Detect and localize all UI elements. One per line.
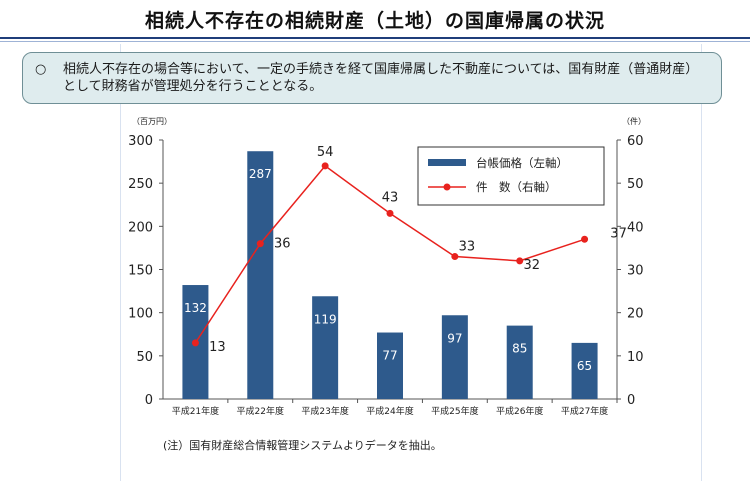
x-tick-label: 平成21年度: [172, 405, 219, 417]
x-tick-label: 平成22年度: [237, 405, 284, 417]
x-tick-label: 平成27年度: [561, 405, 608, 417]
title-divider: [0, 37, 750, 39]
bar-data-label: 97: [447, 331, 462, 345]
note-box: ○ 相続人不存在の場合等において、一定の手続きを経て国庫帰属した不動産については…: [22, 52, 722, 104]
title-divider-thin: [0, 41, 750, 42]
footnote: (注）国有財産総合情報管理システムよりデータを抽出。: [163, 439, 442, 452]
bar-data-label: 119: [314, 312, 337, 326]
y-left-tick-label: 300: [128, 134, 153, 149]
y-right-tick-label: 30: [627, 264, 644, 279]
chart-panel: [120, 44, 702, 481]
y-right-unit: （件）: [622, 116, 646, 126]
y-left-tick-label: 100: [128, 307, 153, 322]
count-data-label: 33: [459, 240, 476, 255]
count-data-label: 32: [523, 258, 540, 273]
bar: [506, 325, 533, 399]
x-tick-label: 平成24年度: [366, 405, 413, 417]
count-data-label: 37: [610, 226, 627, 241]
bar: [571, 342, 598, 399]
count-point: [191, 339, 199, 347]
bar-data-label: 287: [249, 167, 272, 181]
bar: [247, 151, 274, 399]
count-point: [321, 162, 329, 170]
bar-data-label: 85: [512, 342, 527, 356]
y-left-tick-label: 200: [128, 220, 153, 235]
y-left-tick-label: 0: [145, 393, 153, 408]
y-left-tick-label: 250: [128, 177, 153, 192]
x-tick-label: 平成23年度: [301, 405, 348, 417]
bar-data-label: 65: [577, 359, 592, 373]
legend-line-marker: [443, 183, 451, 191]
note-bullet: ○: [35, 62, 47, 77]
count-point: [386, 209, 394, 217]
bar-data-label: 77: [382, 349, 397, 363]
note-text: 相続人不存在の場合等において、一定の手続きを経て国庫帰属した不動産については、国…: [63, 62, 699, 94]
bar: [312, 296, 339, 399]
y-right-tick-label: 40: [627, 220, 644, 235]
bar: [441, 315, 468, 399]
count-point: [516, 257, 524, 265]
legend-line-label: 件 数（右軸）: [476, 180, 557, 194]
page-title: 相続人不存在の相続財産（土地）の国庫帰属の状況: [144, 10, 605, 32]
count-point: [451, 253, 459, 261]
legend-bar-label: 台帳価格（左軸）: [476, 156, 568, 170]
count-data-label: 54: [317, 145, 334, 160]
legend-box: [417, 146, 605, 206]
x-tick-label: 平成25年度: [431, 405, 478, 417]
y-right-tick-label: 0: [627, 393, 635, 408]
y-right-tick-label: 10: [627, 350, 644, 365]
count-data-label: 36: [274, 237, 291, 252]
y-right-tick-label: 60: [627, 134, 644, 149]
y-left-tick-label: 50: [136, 350, 153, 365]
bar: [377, 332, 403, 399]
y-left-tick-label: 150: [128, 264, 153, 279]
count-point: [581, 235, 589, 243]
legend-bar-swatch: [428, 159, 466, 166]
y-right-tick-label: 20: [627, 307, 644, 322]
x-tick-label: 平成26年度: [496, 405, 543, 417]
bar-data-label: 132: [184, 301, 207, 315]
count-data-label: 43: [382, 190, 399, 205]
count-point: [256, 240, 264, 248]
count-data-label: 13: [209, 340, 226, 355]
y-right-tick-label: 50: [627, 177, 644, 192]
y-left-unit: （百万円）: [132, 117, 172, 126]
